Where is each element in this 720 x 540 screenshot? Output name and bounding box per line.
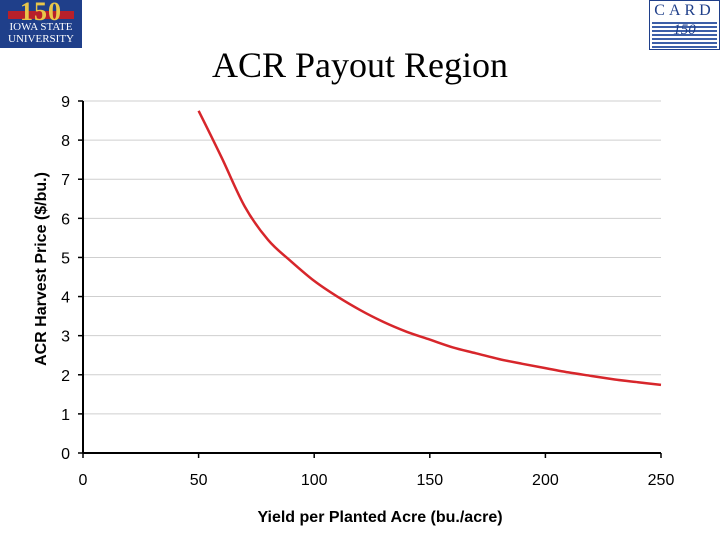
logo-text-line-2: UNIVERSITY xyxy=(8,33,74,45)
iowa-state-logo: 150 IOWA STATE UNIVERSITY xyxy=(0,0,82,48)
x-axis-label: Yield per Planted Acre (bu./acre) xyxy=(257,509,502,526)
x-tick-label: 0 xyxy=(79,472,88,489)
plot-background xyxy=(83,101,661,453)
x-tick-label: 200 xyxy=(532,472,559,489)
y-axis-label: ACR Harvest Price ($/bu.) xyxy=(33,172,50,366)
y-tick-label: 6 xyxy=(61,211,70,228)
card-logo-title: CARD xyxy=(654,2,715,19)
x-tick-label: 250 xyxy=(648,472,675,489)
y-tick-label: 0 xyxy=(61,446,70,463)
slide-title: ACR Payout Region xyxy=(211,45,508,85)
x-tick-label: 150 xyxy=(416,472,443,489)
card-logo: CARD 150 xyxy=(649,0,720,50)
x-tick-label: 100 xyxy=(301,472,328,489)
y-tick-label: 9 xyxy=(61,94,70,111)
y-tick-label: 8 xyxy=(61,133,70,150)
y-tick-label: 1 xyxy=(61,407,70,424)
logo-anniversary-number: 150 xyxy=(20,0,62,26)
y-tick-label: 4 xyxy=(61,290,70,307)
payout-curve-line xyxy=(197,110,662,387)
logo-text-line-1: IOWA STATE xyxy=(9,21,73,33)
card-logo-number: 150 xyxy=(673,22,696,38)
x-tick-label: 50 xyxy=(190,472,208,489)
y-tick-label: 3 xyxy=(61,329,70,346)
y-tick-label: 5 xyxy=(61,250,70,267)
y-tick-label: 7 xyxy=(61,172,70,189)
y-tick-label: 2 xyxy=(61,368,70,385)
card-logo-band xyxy=(652,22,717,48)
logo-banner xyxy=(8,11,74,19)
